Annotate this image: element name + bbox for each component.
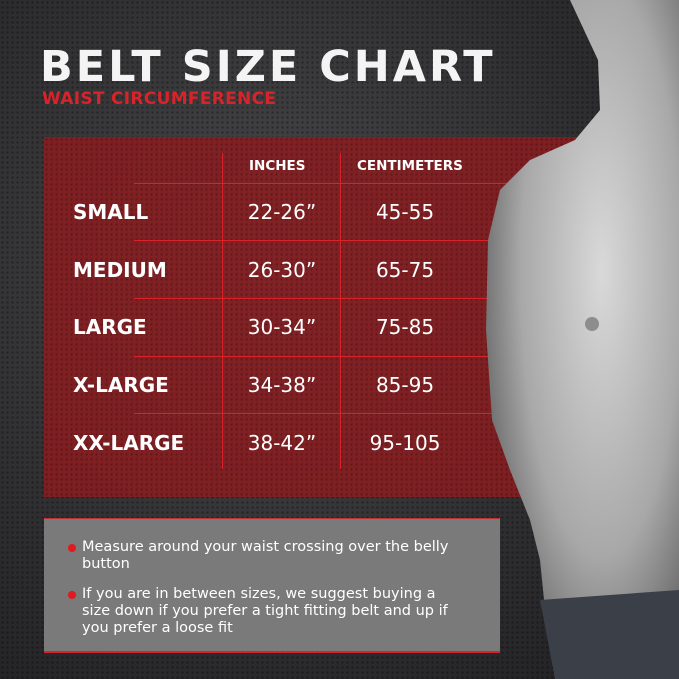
size-label: MEDIUM — [73, 258, 167, 282]
note-item: If you are in between sizes, we suggest … — [68, 586, 452, 637]
table-row: X-LARGE 34-38” 85-95 — [0, 373, 679, 403]
cm-value: 65-75 — [375, 258, 435, 282]
table-row: MEDIUM 26-30” 65-75 — [0, 258, 679, 288]
table-row: SMALL 22-26” 45-55 — [0, 200, 679, 230]
inches-value: 26-30” — [247, 258, 317, 282]
inches-value: 22-26” — [247, 200, 317, 224]
cm-value: 75-85 — [375, 315, 435, 339]
page-title: BELT SIZE CHART — [40, 42, 496, 92]
note-item: Measure around your waist crossing over … — [68, 539, 452, 573]
row-divider — [134, 240, 583, 241]
note-text: Measure around your waist crossing over … — [82, 539, 449, 572]
row-divider — [134, 183, 583, 184]
table-row: XX-LARGE 38-42” 95-105 — [0, 431, 679, 461]
bullet-icon — [68, 544, 76, 552]
row-divider — [134, 356, 583, 357]
size-label: LARGE — [73, 315, 147, 339]
header-inches: INCHES — [249, 158, 306, 174]
inches-value: 30-34” — [247, 315, 317, 339]
cm-value: 45-55 — [375, 200, 435, 224]
column-divider — [222, 153, 223, 469]
inches-value: 34-38” — [247, 373, 317, 397]
header-centimeters: CENTIMETERS — [357, 158, 463, 174]
size-label: X-LARGE — [73, 373, 169, 397]
size-label: XX-LARGE — [73, 431, 185, 455]
size-label: SMALL — [73, 200, 149, 224]
row-divider — [134, 298, 583, 299]
page-subtitle: WAIST CIRCUMFERENCE — [42, 89, 277, 109]
inches-value: 38-42” — [247, 431, 317, 455]
column-divider — [340, 153, 341, 469]
cm-value: 85-95 — [375, 373, 435, 397]
note-text: If you are in between sizes, we suggest … — [82, 586, 448, 636]
bullet-icon — [68, 591, 76, 599]
table-row: LARGE 30-34” 75-85 — [0, 315, 679, 345]
row-divider — [134, 413, 583, 414]
cm-value: 95-105 — [369, 431, 441, 455]
notes-box: Measure around your waist crossing over … — [44, 518, 500, 653]
